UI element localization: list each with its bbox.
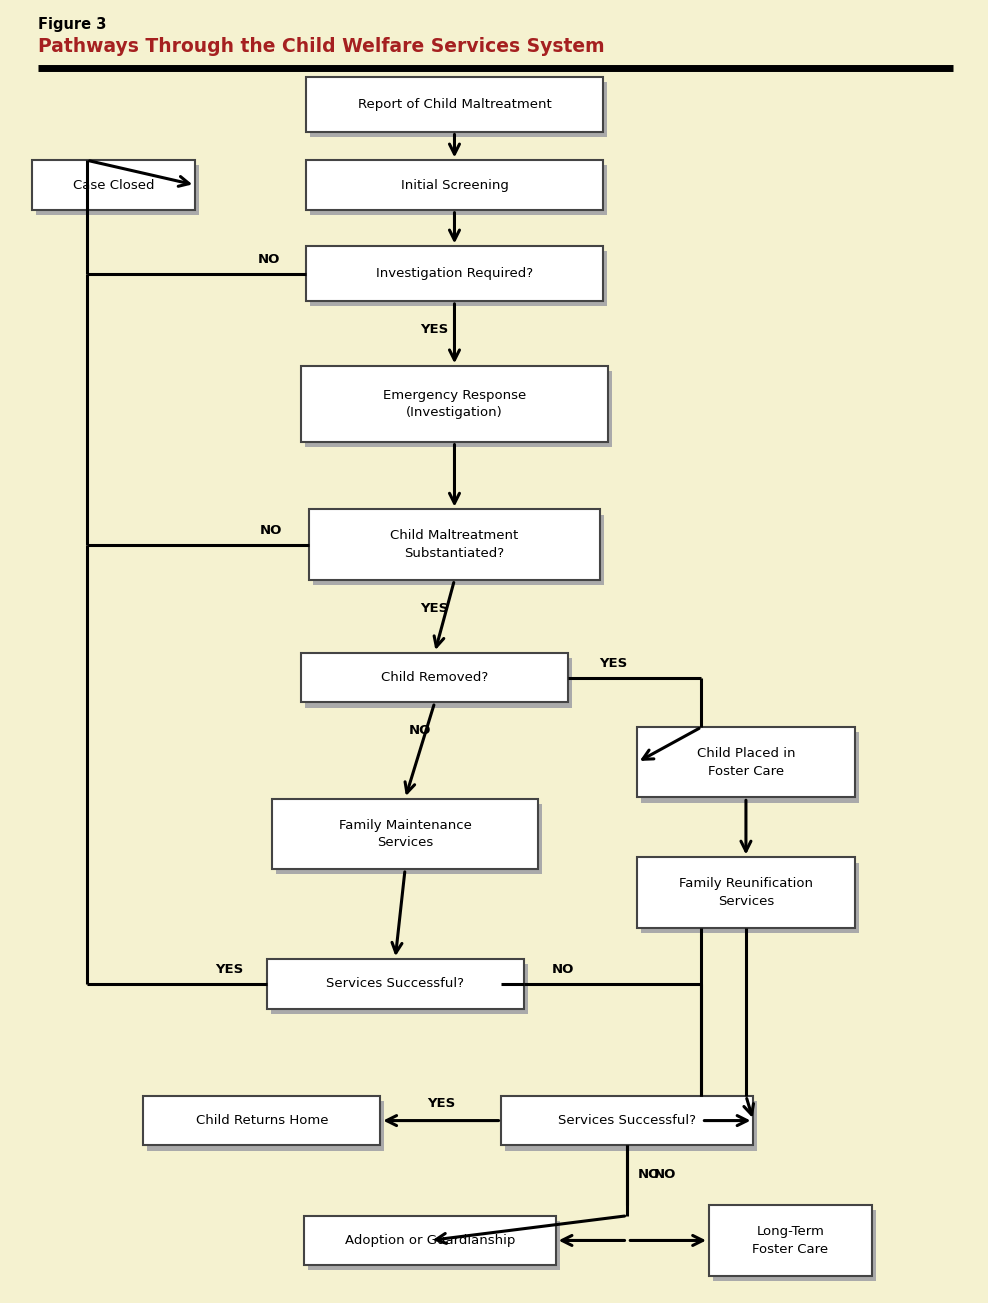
Text: Family Reunification
Services: Family Reunification Services — [679, 877, 813, 908]
FancyBboxPatch shape — [32, 160, 195, 210]
FancyBboxPatch shape — [708, 1205, 872, 1276]
FancyBboxPatch shape — [637, 857, 855, 928]
FancyBboxPatch shape — [271, 964, 528, 1014]
FancyBboxPatch shape — [506, 1101, 757, 1151]
FancyBboxPatch shape — [310, 82, 607, 137]
Text: NO: NO — [638, 1167, 660, 1181]
Text: NO: NO — [260, 524, 283, 537]
Text: YES: YES — [600, 657, 627, 670]
FancyBboxPatch shape — [712, 1210, 876, 1281]
Text: Services Successful?: Services Successful? — [558, 1114, 697, 1127]
Text: NO: NO — [654, 1167, 676, 1181]
Text: YES: YES — [427, 1097, 455, 1110]
FancyBboxPatch shape — [37, 165, 199, 215]
FancyBboxPatch shape — [276, 804, 542, 874]
Text: Pathways Through the Child Welfare Services System: Pathways Through the Child Welfare Servi… — [38, 36, 605, 56]
FancyBboxPatch shape — [305, 371, 612, 447]
Text: NO: NO — [552, 963, 574, 976]
Text: NO: NO — [258, 253, 280, 266]
FancyBboxPatch shape — [306, 77, 603, 132]
Text: Emergency Response
(Investigation): Emergency Response (Investigation) — [383, 388, 526, 420]
Text: Case Closed: Case Closed — [73, 179, 154, 192]
FancyBboxPatch shape — [637, 727, 855, 797]
FancyBboxPatch shape — [502, 1096, 753, 1145]
Text: YES: YES — [215, 963, 243, 976]
FancyBboxPatch shape — [303, 1216, 555, 1265]
Text: Child Returns Home: Child Returns Home — [196, 1114, 328, 1127]
FancyBboxPatch shape — [308, 1221, 559, 1270]
FancyBboxPatch shape — [641, 863, 859, 933]
FancyBboxPatch shape — [310, 165, 607, 215]
Text: YES: YES — [421, 602, 449, 615]
Text: Child Maltreatment
Substantiated?: Child Maltreatment Substantiated? — [390, 529, 519, 560]
FancyBboxPatch shape — [272, 799, 538, 869]
FancyBboxPatch shape — [147, 1101, 384, 1151]
FancyBboxPatch shape — [267, 959, 524, 1009]
FancyBboxPatch shape — [641, 732, 859, 803]
Text: Figure 3: Figure 3 — [38, 17, 106, 31]
Text: NO: NO — [409, 724, 431, 737]
Text: Child Placed in
Foster Care: Child Placed in Foster Care — [697, 747, 795, 778]
Text: Family Maintenance
Services: Family Maintenance Services — [339, 818, 471, 850]
FancyBboxPatch shape — [312, 515, 604, 585]
Text: Services Successful?: Services Successful? — [326, 977, 464, 990]
Text: Adoption or Guardianship: Adoption or Guardianship — [345, 1234, 515, 1247]
FancyBboxPatch shape — [301, 366, 608, 442]
FancyBboxPatch shape — [306, 246, 603, 301]
FancyBboxPatch shape — [301, 653, 568, 702]
Text: Investigation Required?: Investigation Required? — [375, 267, 534, 280]
Text: Initial Screening: Initial Screening — [400, 179, 509, 192]
FancyBboxPatch shape — [308, 509, 600, 580]
FancyBboxPatch shape — [306, 160, 603, 210]
Text: YES: YES — [421, 323, 449, 336]
Text: Child Removed?: Child Removed? — [381, 671, 488, 684]
FancyBboxPatch shape — [143, 1096, 380, 1145]
Text: Long-Term
Foster Care: Long-Term Foster Care — [752, 1225, 829, 1256]
FancyBboxPatch shape — [305, 658, 572, 708]
Text: Report of Child Maltreatment: Report of Child Maltreatment — [358, 98, 551, 111]
FancyBboxPatch shape — [310, 251, 607, 306]
